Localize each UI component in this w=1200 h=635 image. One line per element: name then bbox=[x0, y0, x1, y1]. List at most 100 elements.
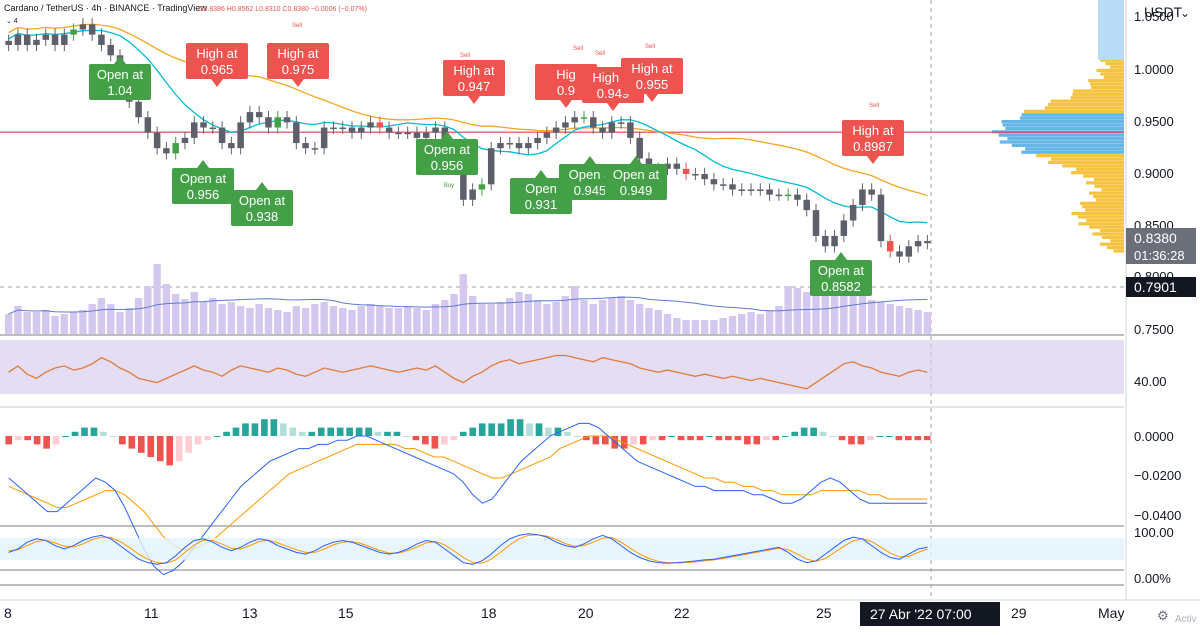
candle-body bbox=[358, 127, 365, 133]
label-caption: Open at bbox=[239, 193, 286, 208]
label-pointer bbox=[584, 156, 596, 164]
macd-histogram-bar bbox=[289, 427, 297, 436]
candle-body bbox=[23, 34, 31, 45]
volume-bar bbox=[543, 304, 551, 334]
volume-profile-bar bbox=[1089, 191, 1124, 195]
candle-body bbox=[98, 34, 105, 45]
volume-bar bbox=[905, 308, 913, 334]
label-value: 0.956 bbox=[431, 158, 464, 173]
volume-bar bbox=[645, 308, 653, 334]
volume-profile-bar bbox=[1007, 137, 1124, 141]
candle-body bbox=[840, 220, 848, 236]
volume-profile-bar bbox=[1002, 123, 1124, 127]
macd-histogram-bar bbox=[725, 436, 732, 441]
indicator-toggle[interactable]: ⌄ 4 bbox=[6, 18, 18, 25]
volume-profile-bar bbox=[1110, 65, 1124, 69]
label-caption: High at bbox=[196, 46, 238, 61]
volume-profile-bar bbox=[1092, 232, 1124, 236]
signal-tag: Sell bbox=[573, 46, 583, 52]
currency-chevron-icon[interactable]: ⌄ bbox=[1180, 6, 1190, 20]
candle-body bbox=[51, 34, 59, 45]
label-caption: Open bbox=[525, 181, 557, 196]
volume-profile-bar bbox=[1023, 109, 1124, 113]
volume-bar bbox=[561, 296, 570, 334]
volume-bar bbox=[144, 286, 152, 334]
open-price-label: Open at0.956 bbox=[172, 160, 234, 204]
label-box bbox=[605, 164, 667, 200]
currency-label[interactable]: USDT bbox=[1144, 4, 1183, 20]
volume-profile-bar bbox=[1044, 106, 1124, 110]
label-value: 0.931 bbox=[525, 197, 558, 212]
signal-tag: Sell bbox=[292, 23, 302, 29]
macd-histogram-bar bbox=[545, 427, 552, 436]
volume-bar bbox=[14, 306, 22, 334]
candle-body bbox=[79, 24, 87, 30]
volume-bar bbox=[533, 300, 542, 334]
macd-histogram-bar bbox=[819, 431, 827, 436]
volume-bar bbox=[738, 314, 746, 334]
volume-bar bbox=[654, 310, 662, 334]
macd-histogram-bar bbox=[838, 436, 846, 441]
macd-histogram-bar bbox=[43, 436, 50, 449]
macd-histogram-bar bbox=[412, 436, 420, 441]
candle-body bbox=[413, 132, 421, 138]
macd-histogram-bar bbox=[71, 431, 79, 436]
volume-profile-bar bbox=[1090, 82, 1124, 86]
volume-bar bbox=[756, 314, 765, 334]
candle-body bbox=[395, 132, 402, 135]
volume-bar bbox=[803, 292, 811, 334]
time-tick: 13 bbox=[242, 605, 258, 621]
candle-body bbox=[265, 117, 272, 128]
volume-profile-bar bbox=[1011, 143, 1124, 148]
open-price-label: Open at0.8582 bbox=[810, 252, 872, 296]
time-tick: 18 bbox=[481, 605, 497, 621]
candle-body bbox=[617, 122, 625, 124]
crosshair-time-tag bbox=[860, 602, 1000, 626]
label-pointer bbox=[468, 96, 480, 104]
label-value: 0.949 bbox=[620, 183, 653, 198]
volume-bar bbox=[4, 314, 13, 334]
label-pointer bbox=[114, 56, 126, 64]
volume-profile-bar bbox=[1047, 160, 1124, 165]
candle-body bbox=[320, 127, 328, 149]
macd-histogram-bar bbox=[204, 436, 211, 441]
volume-bar bbox=[635, 304, 644, 334]
settings-gear-icon[interactable]: ⚙ bbox=[1157, 608, 1169, 623]
current-price-tag bbox=[1126, 228, 1196, 264]
signal-tag: Sell bbox=[645, 44, 655, 50]
volume-bar bbox=[524, 294, 533, 334]
label-value: 0.947 bbox=[458, 79, 491, 94]
candle-body bbox=[766, 189, 773, 195]
macd-histogram-bar bbox=[810, 427, 817, 436]
volume-profile-bar bbox=[1100, 58, 1124, 62]
volume-bar bbox=[227, 302, 236, 334]
volume-bar bbox=[849, 288, 857, 334]
candle-body bbox=[738, 189, 746, 191]
volume-profile-bar bbox=[1005, 126, 1124, 130]
label-box bbox=[842, 120, 904, 156]
label-pointer bbox=[867, 156, 879, 164]
volume-bar bbox=[348, 310, 356, 334]
volume-bar bbox=[97, 298, 106, 334]
candle-body bbox=[218, 127, 226, 144]
label-pointer bbox=[292, 79, 304, 87]
macd-histogram-bar bbox=[649, 436, 656, 441]
label-pointer bbox=[197, 160, 209, 168]
volume-bar bbox=[728, 316, 737, 334]
volume-bar bbox=[431, 304, 440, 334]
macd-histogram-bar bbox=[422, 436, 429, 445]
macd-histogram-bar bbox=[497, 423, 505, 436]
candle-body bbox=[5, 40, 12, 45]
price-tick: 0.9000 bbox=[1134, 166, 1174, 181]
volume-bar bbox=[914, 310, 922, 334]
macd-histogram-bar bbox=[280, 423, 287, 436]
signal-tag: Sell bbox=[869, 103, 879, 109]
volume-bar bbox=[311, 304, 319, 334]
volume-bar bbox=[107, 304, 115, 334]
current-price-value: 0.8380 bbox=[1134, 230, 1177, 246]
volume-bar bbox=[793, 288, 802, 334]
volume-profile-bar bbox=[1021, 113, 1124, 117]
label-box bbox=[231, 190, 293, 226]
